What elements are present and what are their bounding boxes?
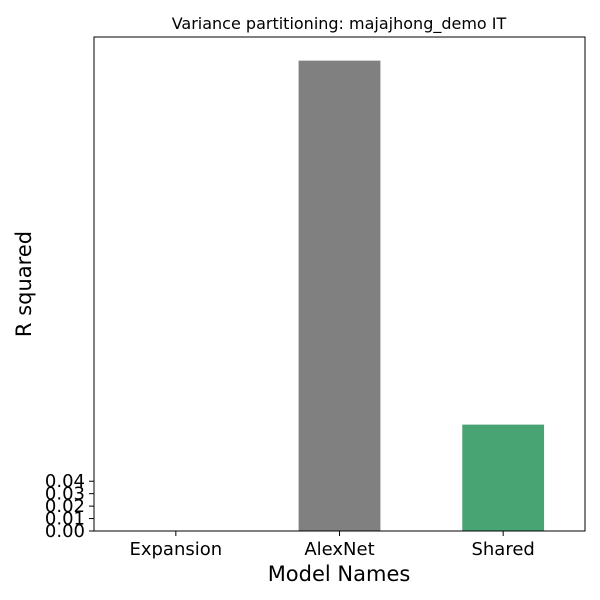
y-tick-label-1: 0.01 <box>45 509 85 530</box>
y-tick-label-0: 0.00 <box>45 521 85 542</box>
y-tick-label-4: 0.04 <box>45 471 85 492</box>
x-tick-label-expansion: Expansion <box>129 539 222 560</box>
x-tick-label-alexnet: AlexNet <box>304 539 374 560</box>
x-axis-label: Model Names <box>268 562 411 586</box>
y-tick-label-3: 0.03 <box>45 484 85 505</box>
bar-alexnet <box>298 60 381 531</box>
y-axis-label: R squared <box>12 231 36 337</box>
plot-area: Expansion AlexNet Shared 0.000.010.020.030.… <box>45 36 586 560</box>
chart-title: Variance partitioning: majajhong_demo IT <box>172 14 507 34</box>
y-tick-label-2: 0.02 <box>45 496 85 517</box>
x-tick-label-shared: Shared <box>471 539 534 560</box>
bar-shared <box>462 424 545 531</box>
